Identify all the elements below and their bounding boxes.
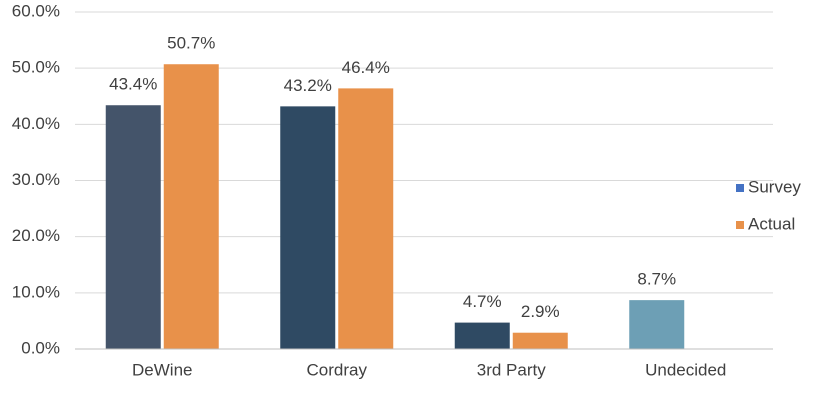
data-label: 4.7% bbox=[463, 292, 502, 311]
bar bbox=[629, 300, 685, 349]
data-label: 43.2% bbox=[284, 76, 332, 95]
bar bbox=[280, 106, 336, 349]
x-tick-label: Cordray bbox=[307, 360, 368, 379]
x-tick-label: DeWine bbox=[132, 360, 192, 379]
x-tick-label: 3rd Party bbox=[477, 360, 546, 379]
bar bbox=[163, 64, 219, 350]
y-tick-label: 50.0% bbox=[12, 58, 60, 77]
data-label: 46.4% bbox=[342, 58, 390, 77]
x-tick-label: Undecided bbox=[645, 360, 726, 379]
y-tick-label: 30.0% bbox=[12, 170, 60, 189]
bar bbox=[105, 105, 161, 349]
y-tick-label: 60.0% bbox=[12, 1, 60, 20]
data-label: 8.7% bbox=[637, 270, 676, 289]
y-tick-label: 20.0% bbox=[12, 226, 60, 245]
data-label: 2.9% bbox=[521, 302, 560, 321]
bar bbox=[512, 332, 568, 349]
legend-label: Survey bbox=[748, 177, 801, 196]
bar bbox=[338, 88, 394, 350]
y-tick-label: 40.0% bbox=[12, 114, 60, 133]
legend-swatch bbox=[736, 184, 744, 192]
data-label: 50.7% bbox=[167, 34, 215, 53]
bar bbox=[454, 322, 510, 349]
y-tick-label: 0.0% bbox=[21, 338, 60, 357]
y-tick-label: 10.0% bbox=[12, 282, 60, 301]
data-label: 43.4% bbox=[109, 75, 157, 94]
legend-swatch bbox=[736, 221, 744, 229]
legend-label: Actual bbox=[748, 214, 795, 233]
